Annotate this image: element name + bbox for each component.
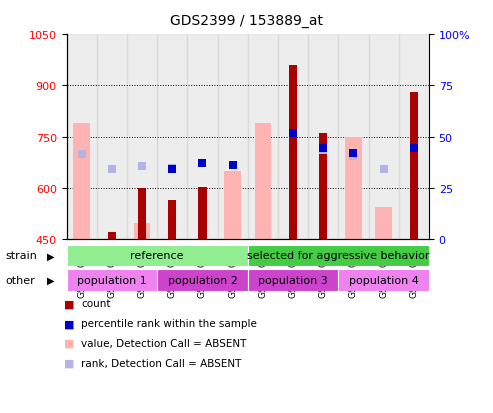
Text: reference: reference: [130, 251, 184, 261]
Text: selected for aggressive behavior: selected for aggressive behavior: [247, 251, 429, 261]
Text: rank, Detection Call = ABSENT: rank, Detection Call = ABSENT: [81, 358, 242, 368]
Bar: [410, 93, 418, 240]
Text: population 1: population 1: [77, 275, 147, 285]
Text: ▶: ▶: [47, 275, 54, 285]
Text: population 3: population 3: [258, 275, 328, 285]
Bar: [127, 35, 157, 240]
Bar: [73, 124, 90, 240]
Bar: [134, 223, 150, 240]
Bar: [338, 35, 368, 240]
Bar: [254, 124, 271, 240]
Bar: [338, 270, 429, 291]
Text: population 2: population 2: [168, 275, 237, 285]
Text: ■: ■: [64, 299, 74, 309]
Text: ■: ■: [64, 338, 74, 348]
Text: GDS2399 / 153889_at: GDS2399 / 153889_at: [170, 14, 323, 28]
Text: ■: ■: [64, 358, 74, 368]
Bar: [224, 171, 241, 240]
Bar: [187, 35, 217, 240]
Bar: [248, 270, 338, 291]
Bar: [198, 188, 207, 240]
Bar: [375, 208, 392, 240]
Bar: [345, 138, 362, 240]
Bar: [67, 245, 248, 266]
Bar: [67, 270, 157, 291]
Bar: [67, 35, 97, 240]
Bar: [138, 188, 146, 240]
Text: percentile rank within the sample: percentile rank within the sample: [81, 318, 257, 328]
Text: population 4: population 4: [349, 275, 419, 285]
Bar: [289, 66, 297, 240]
Bar: [97, 35, 127, 240]
Text: ▶: ▶: [47, 251, 54, 261]
Bar: [217, 35, 247, 240]
Bar: [157, 270, 248, 291]
Text: ■: ■: [64, 318, 74, 328]
Text: other: other: [5, 275, 35, 285]
Bar: [107, 233, 116, 240]
Bar: [399, 35, 429, 240]
Bar: [168, 200, 176, 240]
Bar: [248, 245, 429, 266]
Text: count: count: [81, 299, 111, 309]
Text: value, Detection Call = ABSENT: value, Detection Call = ABSENT: [81, 338, 246, 348]
Bar: [157, 35, 187, 240]
Bar: [308, 35, 338, 240]
Text: strain: strain: [5, 251, 37, 261]
Bar: [319, 133, 327, 240]
Bar: [368, 35, 399, 240]
Bar: [278, 35, 308, 240]
Bar: [248, 35, 278, 240]
